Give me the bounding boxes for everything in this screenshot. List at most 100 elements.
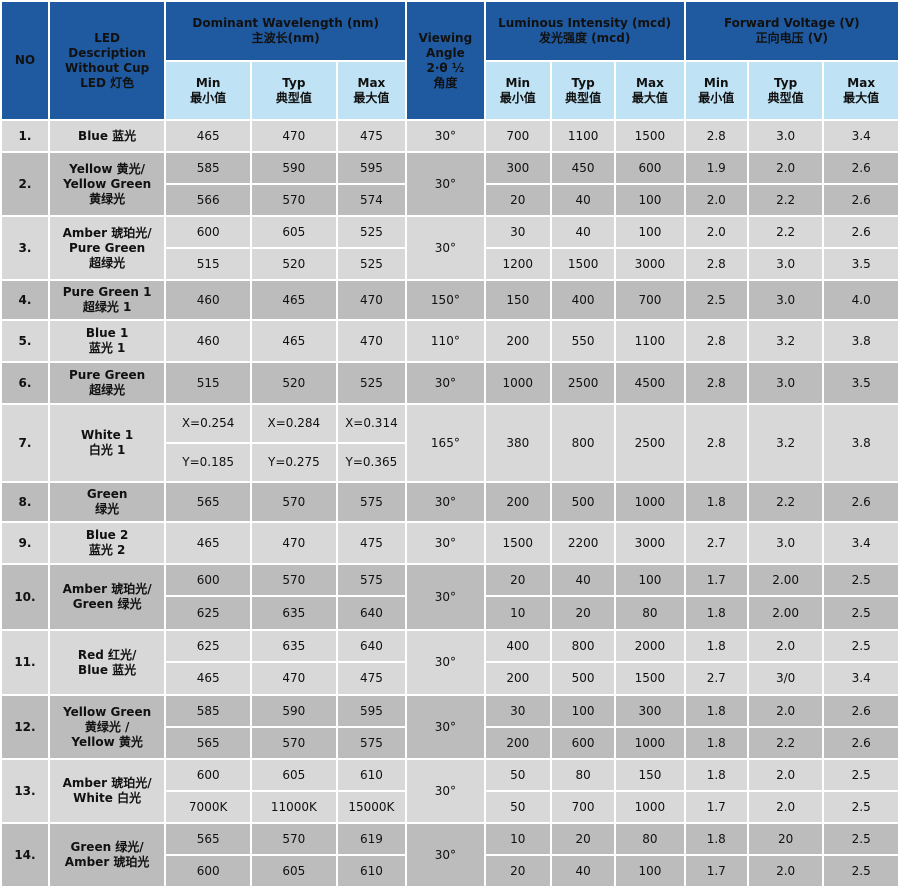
wavelength-max: 595 — [338, 696, 405, 726]
intensity-min: 1500 — [486, 523, 550, 563]
table-row: 6. Pure Green 超绿光 515 520 525 30° 1000 2500 4500… — [2, 363, 898, 403]
intensity-max: 4500 — [616, 363, 683, 403]
wavelength-min: 465 — [166, 121, 250, 151]
row-description: Amber 琥珀光/ White 白光 — [50, 760, 164, 822]
table-row: 10. Amber 琥珀光/ Green 绿光 600 570 575 30° 20 40 10… — [2, 565, 898, 595]
table-row: 14. Green 绿光/ Amber 琥珀光 565 570 619 30° 10 20 80… — [2, 824, 898, 854]
header-intensity-typ: Typ 典型值 — [552, 62, 614, 119]
voltage-typ: 3.0 — [749, 249, 823, 279]
intensity-typ: 20 — [552, 824, 614, 854]
wavelength-min: 515 — [166, 249, 250, 279]
intensity-min: 20 — [486, 185, 550, 215]
intensity-min: 10 — [486, 824, 550, 854]
intensity-max: 700 — [616, 281, 683, 319]
wavelength-typ: 570 — [252, 728, 336, 758]
intensity-min: 300 — [486, 153, 550, 183]
wavelength-typ: 11000K — [252, 792, 336, 822]
wavelength-typ: 570 — [252, 824, 336, 854]
header-no: NO — [2, 2, 48, 119]
viewing-angle: 30° — [407, 696, 484, 758]
row-description: Yellow Green 黄绿光 / Yellow 黄光 — [50, 696, 164, 758]
wavelength-typ-x: X=0.284 — [252, 405, 336, 442]
intensity-max: 1500 — [616, 663, 683, 694]
wavelength-max: 15000K — [338, 792, 405, 822]
intensity-typ: 800 — [552, 405, 614, 481]
row-description: Green 绿光/ Amber 琥珀光 — [50, 824, 164, 886]
viewing-angle: 30° — [407, 153, 484, 215]
voltage-min: 2.7 — [686, 663, 747, 694]
row-number: 3. — [2, 217, 48, 279]
wavelength-max: 575 — [338, 565, 405, 595]
wavelength-typ: 470 — [252, 523, 336, 563]
row-description: Amber 琥珀光/ Pure Green 超绿光 — [50, 217, 164, 279]
row-number: 5. — [2, 321, 48, 361]
intensity-typ: 550 — [552, 321, 614, 361]
viewing-angle: 30° — [407, 760, 484, 822]
wavelength-typ: 470 — [252, 121, 336, 151]
voltage-max: 2.6 — [824, 483, 898, 521]
header-intensity-min: Min 最小值 — [486, 62, 550, 119]
wavelength-typ: 470 — [252, 663, 336, 694]
wavelength-min: 565 — [166, 824, 250, 854]
voltage-min: 2.8 — [686, 405, 747, 481]
row-number: 7. — [2, 405, 48, 481]
wavelength-max: 525 — [338, 363, 405, 403]
header-intensity-max: Max 最大值 — [616, 62, 683, 119]
voltage-typ: 2.00 — [749, 597, 823, 629]
voltage-max: 3.5 — [824, 363, 898, 403]
voltage-max: 2.5 — [824, 824, 898, 854]
voltage-typ: 3/0 — [749, 663, 823, 694]
intensity-typ: 100 — [552, 696, 614, 726]
voltage-typ: 3.2 — [749, 405, 823, 481]
table-row: 1. Blue 蓝光 465 470 475 30° 700 1100 1500 2.8 3.0 3.… — [2, 121, 898, 151]
table-header: NO LED Description Without Cup LED 灯色 Do… — [2, 2, 898, 119]
row-number: 11. — [2, 631, 48, 694]
header-wavelength-typ: Typ 典型值 — [252, 62, 336, 119]
table-row: 5. Blue 1 蓝光 1 460 465 470 110° 200 550 1100 2.8 3… — [2, 321, 898, 361]
intensity-typ: 800 — [552, 631, 614, 661]
viewing-angle: 30° — [407, 631, 484, 694]
voltage-max: 4.0 — [824, 281, 898, 319]
intensity-min: 700 — [486, 121, 550, 151]
table-row: 4. Pure Green 1 超绿光 1 460 465 470 150° 150 400 7… — [2, 281, 898, 319]
row-number: 4. — [2, 281, 48, 319]
voltage-max: 2.6 — [824, 696, 898, 726]
wavelength-min: 585 — [166, 696, 250, 726]
voltage-min: 1.8 — [686, 728, 747, 758]
viewing-angle: 30° — [407, 363, 484, 403]
wavelength-max: 470 — [338, 281, 405, 319]
header-voltage-min: Min 最小值 — [686, 62, 747, 119]
intensity-max: 80 — [616, 597, 683, 629]
voltage-typ: 2.2 — [749, 185, 823, 215]
voltage-min: 2.8 — [686, 363, 747, 403]
voltage-min: 2.0 — [686, 217, 747, 247]
wavelength-min-x: X=0.254 — [166, 405, 250, 442]
intensity-min: 150 — [486, 281, 550, 319]
wavelength-max: 575 — [338, 483, 405, 521]
header-wavelength-max: Max 最大值 — [338, 62, 405, 119]
intensity-max: 3000 — [616, 249, 683, 279]
intensity-min: 30 — [486, 217, 550, 247]
table-row: 9. Blue 2 蓝光 2 465 470 475 30° 1500 2200 3000 2.7… — [2, 523, 898, 563]
voltage-min: 1.8 — [686, 483, 747, 521]
table-row: 8. Green 绿光 565 570 575 30° 200 500 1000 1.8 2.2 2.… — [2, 483, 898, 521]
row-number: 12. — [2, 696, 48, 758]
intensity-typ: 400 — [552, 281, 614, 319]
viewing-angle: 30° — [407, 121, 484, 151]
wavelength-min: 625 — [166, 631, 250, 661]
voltage-max: 2.5 — [824, 597, 898, 629]
wavelength-min: 515 — [166, 363, 250, 403]
voltage-min: 2.0 — [686, 185, 747, 215]
voltage-min: 1.9 — [686, 153, 747, 183]
row-description: Blue 1 蓝光 1 — [50, 321, 164, 361]
intensity-min: 20 — [486, 565, 550, 595]
voltage-max: 3.8 — [824, 321, 898, 361]
wavelength-max: 619 — [338, 824, 405, 854]
voltage-max: 2.5 — [824, 565, 898, 595]
voltage-typ: 2.0 — [749, 631, 823, 661]
row-number: 1. — [2, 121, 48, 151]
header-voltage-max: Max 最大值 — [824, 62, 898, 119]
intensity-max: 1500 — [616, 121, 683, 151]
voltage-typ: 2.0 — [749, 792, 823, 822]
